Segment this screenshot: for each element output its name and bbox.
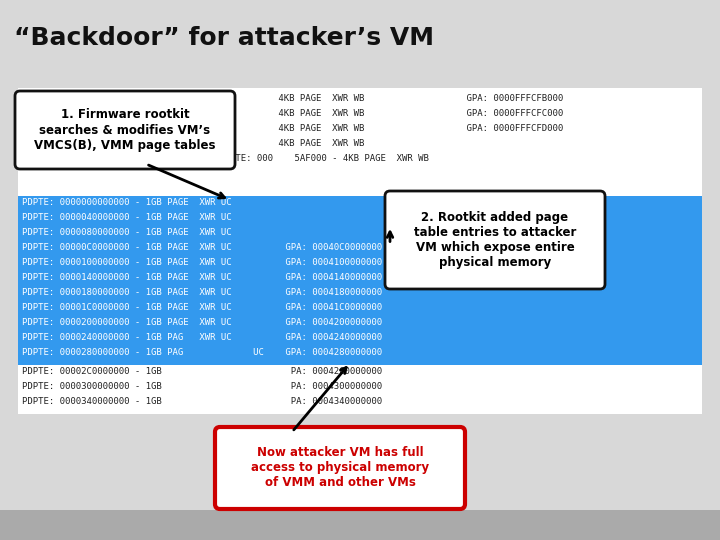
Text: PDPTE: 00000C0000000 - 1GB PAGE  XWR UC          GPA: 00040C0000000: PDPTE: 00000C0000000 - 1GB PAGE XWR UC G… [22,243,387,252]
Text: PDPTE: 0000280000000 - 1GB PAG             UC    GPA: 0004280000000: PDPTE: 0000280000000 - 1GB PAG UC GPA: 0… [22,348,387,357]
Bar [0,510,720,540]
Text: PDPTE: 0000100000000 - 1GB PAGE  XWR UC          GPA: 0004100000000: PDPTE: 0000100000000 - 1GB PAGE XWR UC G… [22,258,387,267]
FancyBboxPatch shape [15,91,235,169]
Text: PDPTE: 0000240000000 - 1GB PAG   XWR UC          GPA: 0004240000000: PDPTE: 0000240000000 - 1GB PAG XWR UC GP… [22,333,387,342]
Text: PDPTE: 0000080000000 - 1GB PAGE  XWR UC: PDPTE: 0000080000000 - 1GB PAGE XWR UC [22,228,387,237]
Text: 4KB PAGE  XWR WB                   GPA: 0000FFFCFB000: 4KB PAGE XWR WB GPA: 0000FFFCFB000 [230,94,563,103]
Text: PDPTE: 00001C0000000 - 1GB PAGE  XWR UC          GPA: 00041C0000000: PDPTE: 00001C0000000 - 1GB PAGE XWR UC G… [22,303,387,312]
Bar [18,88,702,196]
Text: PDPTE: 00002C0000000 - 1GB                        PA: 00042C0000000: PDPTE: 00002C0000000 - 1GB PA: 00042C000… [22,367,387,376]
Text: PDPTE: 0000200000000 - 1GB PAGE  XWR UC          GPA: 0004200000000: PDPTE: 0000200000000 - 1GB PAGE XWR UC G… [22,318,387,327]
Text: 4KB PAGE  XWR WB: 4KB PAGE XWR WB [230,139,563,148]
Text: PDPTE: 0000040000000 - 1GB PAGE  XWR UC: PDPTE: 0000040000000 - 1GB PAGE XWR UC [22,213,387,222]
Text: PTE: 000    5AF000 - 4KB PAGE  XWR WB: PTE: 000 5AF000 - 4KB PAGE XWR WB [230,154,563,163]
Text: PDPTE: 0000340000000 - 1GB                        PA: 0004340000000: PDPTE: 0000340000000 - 1GB PA: 000434000… [22,397,387,406]
Text: Now attacker VM has full
access to physical memory
of VMM and other VMs: Now attacker VM has full access to physi… [251,447,429,489]
Text: PDPTE: 0000140000000 - 1GB PAGE  XWR UC          GPA: 0004140000000: PDPTE: 0000140000000 - 1GB PAGE XWR UC G… [22,273,387,282]
Text: “Backdoor” for attacker’s VM: “Backdoor” for attacker’s VM [14,26,434,50]
FancyBboxPatch shape [385,191,605,289]
Text: 4KB PAGE  XWR WB                   GPA: 0000FFFCFD000: 4KB PAGE XWR WB GPA: 0000FFFCFD000 [230,124,563,133]
Text: PDPTE: 0000000000000 - 1GB PAGE  XWR UC: PDPTE: 0000000000000 - 1GB PAGE XWR UC [22,198,387,207]
FancyBboxPatch shape [215,427,465,509]
Text: 2. Rootkit added page
table entries to attacker
VM which expose entire
physical : 2. Rootkit added page table entries to a… [414,211,576,269]
Text: PDPTE: 0000300000000 - 1GB                        PA: 0004300000000: PDPTE: 0000300000000 - 1GB PA: 000430000… [22,382,387,391]
Text: 4KB PAGE  XWR WB                   GPA: 0000FFFCFC000: 4KB PAGE XWR WB GPA: 0000FFFCFC000 [230,109,563,118]
Text: PDPTE: 0000180000000 - 1GB PAGE  XWR UC          GPA: 0004180000000: PDPTE: 0000180000000 - 1GB PAGE XWR UC G… [22,288,387,297]
Bar [18,365,702,414]
Text: 1. Firmware rootkit
searches & modifies VM’s
VMCS(B), VMM page tables: 1. Firmware rootkit searches & modifies … [35,109,216,152]
Bar [18,196,702,365]
